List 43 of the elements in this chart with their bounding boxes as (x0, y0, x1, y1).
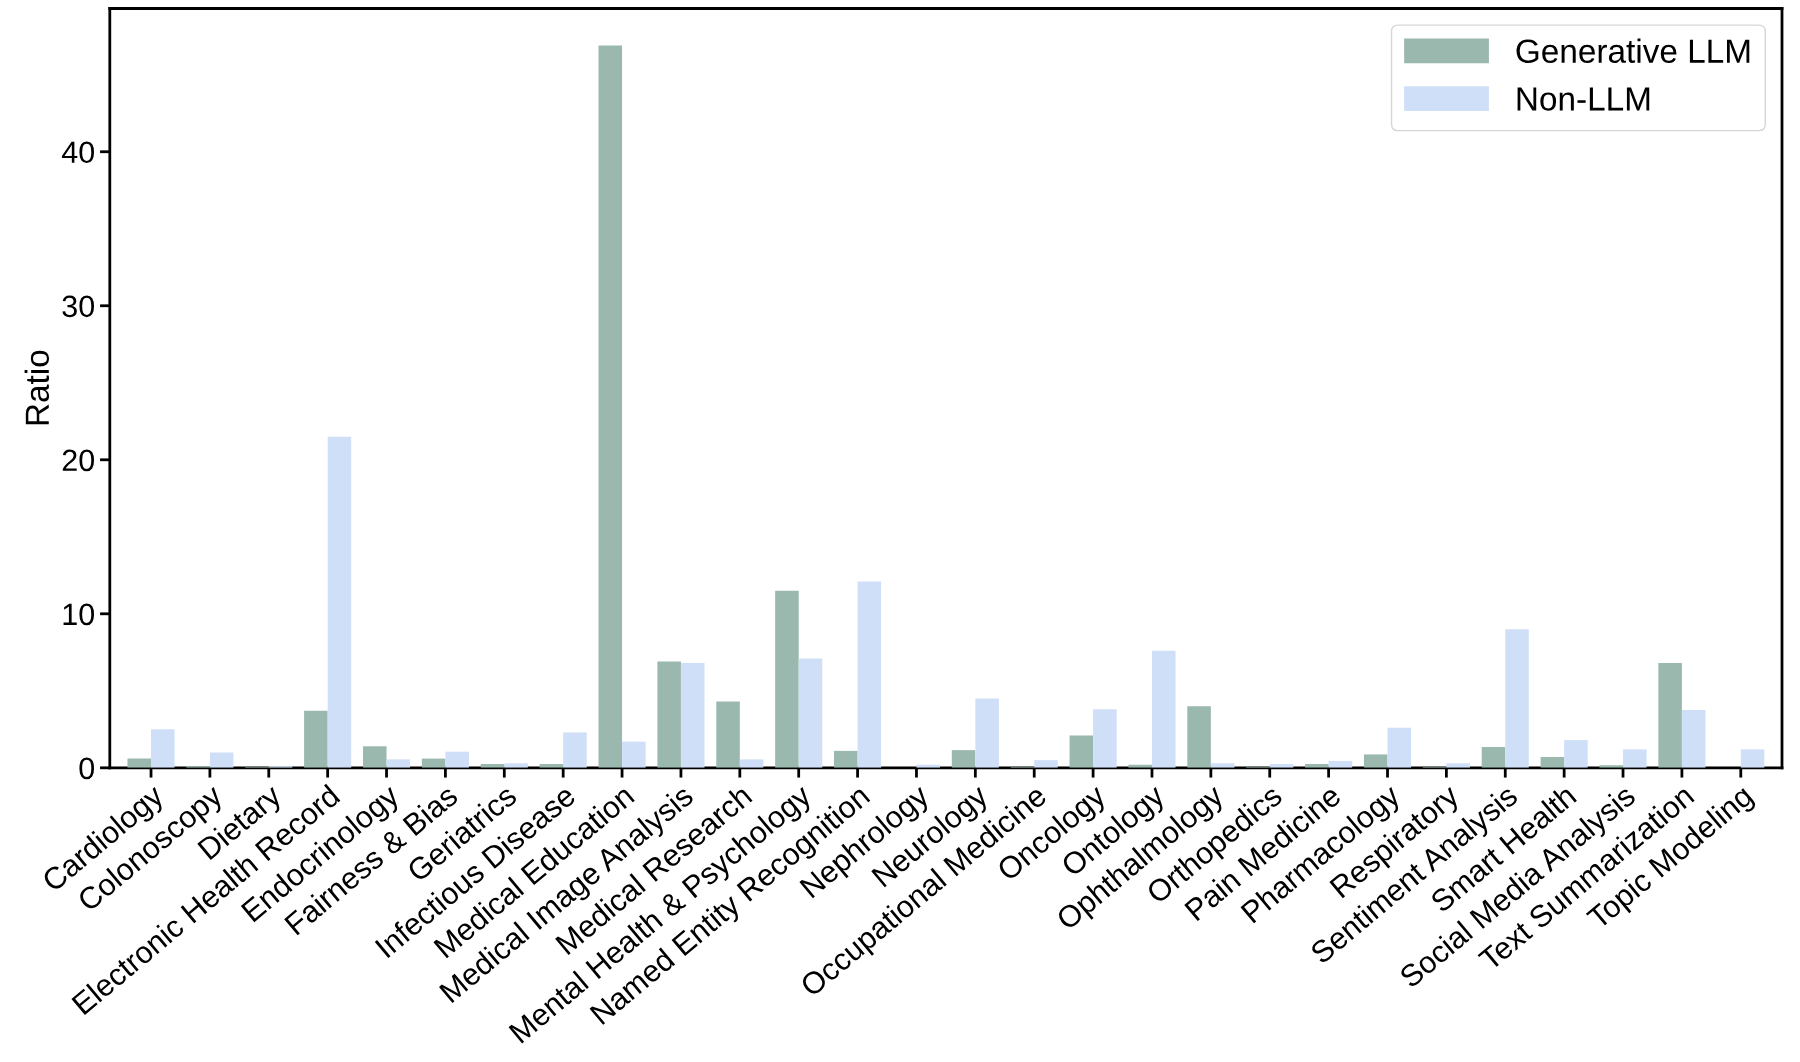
bar (1564, 740, 1588, 768)
bar (775, 590, 799, 768)
bar (798, 658, 823, 768)
bar (1363, 754, 1388, 768)
bar (209, 752, 234, 768)
bar (622, 741, 646, 768)
bar (1658, 663, 1682, 768)
bar (951, 750, 976, 768)
bar (716, 701, 740, 768)
bar (1505, 629, 1529, 768)
bar (857, 581, 882, 768)
bar (362, 746, 387, 768)
bar (1540, 757, 1565, 768)
bar (304, 710, 328, 768)
bar (386, 759, 411, 768)
bar (598, 45, 623, 768)
bar (327, 436, 352, 768)
y-tick-label: 0 (79, 757, 95, 780)
y-tick-label: 30 (62, 295, 95, 318)
bar (1740, 749, 1765, 768)
bar (563, 732, 587, 768)
y-tick-label: 20 (62, 449, 95, 472)
bar (1187, 706, 1211, 768)
bar (657, 661, 681, 768)
y-tick-label: 40 (61, 141, 95, 164)
bar (1093, 709, 1117, 768)
bar (1034, 760, 1058, 768)
y-tick-label: 10 (63, 603, 95, 626)
bar (1151, 650, 1176, 768)
bar (151, 729, 175, 768)
bar (834, 750, 858, 768)
bar (1481, 747, 1506, 768)
bar (445, 751, 469, 768)
bar (1387, 727, 1412, 768)
bar (975, 698, 999, 768)
bar (680, 663, 705, 768)
legend-label: Generative LLM (1516, 38, 1750, 63)
bar (1681, 709, 1706, 768)
bar (739, 759, 764, 768)
bar (1069, 735, 1094, 768)
bar (1623, 749, 1647, 768)
y-axis-title: Ratio (24, 350, 50, 425)
legend-label: Non-LLM (1517, 87, 1650, 111)
